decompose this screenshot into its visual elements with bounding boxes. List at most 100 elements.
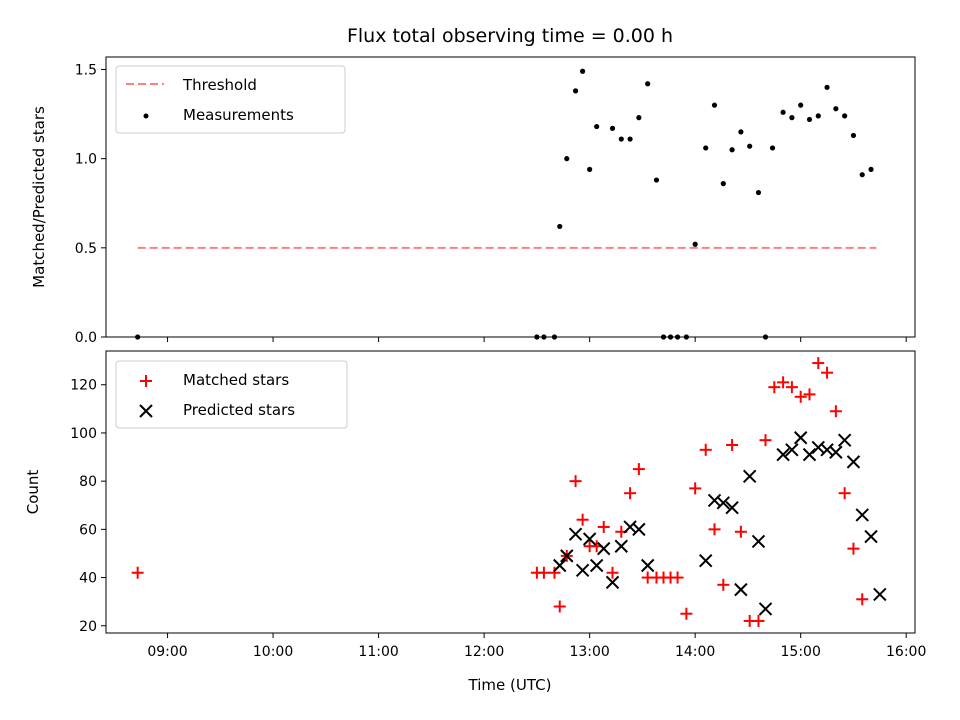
measurement-point (594, 123, 600, 130)
predicted-star-point (758, 602, 773, 616)
bottom-x-tick-label: 13:00 (569, 644, 609, 660)
predicted-star-point (725, 500, 739, 515)
predicted-star-point (568, 527, 583, 541)
matched-star-point (726, 439, 739, 451)
measurement-point (842, 113, 848, 119)
predicted-star-point (614, 539, 629, 553)
matched-star-point (699, 443, 712, 456)
measurement-point (755, 189, 762, 196)
predicted-star-point (742, 469, 757, 484)
bottom-x-ticks: 09:00 10:00 11:00 12:00 13:00 14:00 15:00 16:00 (147, 633, 926, 660)
measurement-point (720, 181, 726, 187)
top-y-tick-label: 1.5 (75, 62, 97, 78)
bottom-data-layer (131, 357, 887, 627)
predicted-star-point (707, 493, 722, 508)
bottom-legend: Matched stars Predicted stars (115, 360, 348, 429)
legend-predicted-label: Predicted stars (183, 401, 295, 419)
matched-star-point (829, 405, 842, 418)
legend-measurements-label: Measurements (183, 106, 294, 124)
matched-star-point (734, 525, 747, 538)
measurement-point (769, 145, 776, 151)
predicted-star-point (699, 553, 713, 568)
predicted-star-point (793, 431, 808, 445)
predicted-star-point (785, 443, 799, 457)
measurement-point (789, 115, 795, 121)
bottom-y-tick-label: 100 (70, 426, 97, 442)
bottom-x-tick-label: 12:00 (464, 644, 504, 660)
bottom-y-tick-label: 60 (79, 522, 97, 538)
predicted-star-point (829, 445, 843, 459)
measurement-point (564, 156, 570, 162)
legend-matched-label: Matched stars (183, 371, 289, 389)
predicted-star-point (820, 443, 834, 457)
predicted-star-point (589, 558, 604, 573)
predicted-star-point (776, 447, 790, 462)
legend-threshold-label: Threshold (182, 76, 257, 94)
bottom-y-tick-label: 80 (79, 474, 97, 490)
measurement-point (580, 68, 586, 74)
measurement-point (850, 132, 857, 139)
matched-star-point (803, 388, 816, 401)
measurement-point (729, 147, 735, 153)
x-axis-label: Time (UTC) (468, 676, 552, 694)
matched-star-point (821, 366, 834, 379)
measurement-point (738, 129, 744, 135)
matched-star-point (624, 487, 637, 500)
legend-predicted-swatch (139, 404, 153, 418)
bottom-y-ticks: 20 40 60 80 100 120 (70, 378, 106, 635)
bottom-x-tick-label: 09:00 (147, 644, 187, 660)
predicted-star-point (553, 558, 567, 573)
top-y-tick-label: 0.0 (75, 330, 97, 346)
top-x-ticks (167, 337, 907, 342)
measurement-point (645, 81, 651, 87)
matched-star-point (856, 593, 869, 606)
legend-measurements-swatch (143, 113, 149, 119)
matched-star-point (708, 523, 721, 536)
matched-star-point (752, 614, 765, 627)
predicted-star-point (751, 534, 766, 549)
predicted-star-point (802, 447, 817, 462)
predicted-star-point (575, 563, 590, 578)
matched-star-point (548, 566, 561, 579)
predicted-star-point (837, 433, 852, 447)
matched-star-point (553, 600, 566, 613)
measurement-point (572, 88, 579, 94)
measurement-point (557, 223, 563, 230)
matched-star-point (717, 578, 730, 591)
measurement-point (703, 145, 709, 151)
predicted-star-point (846, 455, 861, 469)
bottom-panel: 20 40 60 80 100 120 09:00 10:00 11:00 12:00 13:00… (24, 350, 926, 694)
top-y-ticks: 0.0 0.5 1.0 1.5 (75, 62, 106, 346)
predicted-star-point (632, 522, 646, 537)
matched-star-point (131, 566, 144, 579)
matched-star-point (777, 376, 790, 389)
matched-star-point (759, 434, 772, 447)
bottom-legend-frame (115, 360, 348, 429)
predicted-star-point (811, 440, 825, 455)
matched-star-point (606, 566, 619, 579)
measurement-point (627, 136, 633, 142)
measurement-point (653, 177, 660, 183)
bottom-axes-frame (105, 350, 916, 634)
bottom-y-axis-label: Count (24, 470, 42, 515)
predicted-star-point (864, 529, 878, 544)
bottom-x-tick-label: 14:00 (675, 644, 715, 660)
matched-star-point (794, 390, 807, 403)
matched-star-point (838, 487, 851, 500)
measurement-point (806, 116, 813, 123)
measurement-point (868, 166, 874, 172)
predicted-star-point (560, 549, 574, 563)
measurement-point (859, 172, 865, 178)
matched-star-point (785, 381, 798, 394)
measurement-point (747, 143, 753, 149)
matched-star-point (671, 571, 684, 584)
top-data-layer (135, 68, 877, 340)
matched-star-point (576, 513, 589, 526)
top-y-tick-label: 0.5 (75, 241, 97, 257)
measurement-point (780, 109, 786, 115)
top-axes-frame (105, 56, 916, 338)
top-y-tick-label: 1.0 (75, 152, 97, 168)
bottom-y-tick-label: 20 (79, 619, 97, 635)
bottom-x-tick-label: 10:00 (253, 644, 293, 660)
